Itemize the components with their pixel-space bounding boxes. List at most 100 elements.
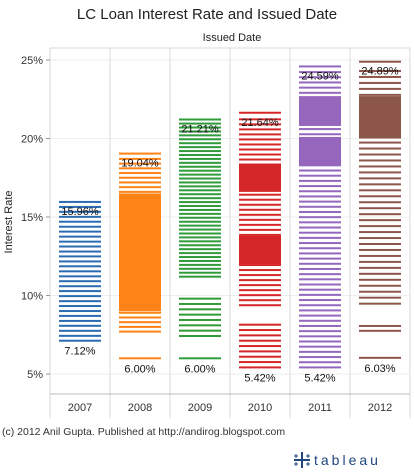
max-rate-label: 24.89% <box>361 66 399 78</box>
rate-line <box>299 148 341 151</box>
rate-line <box>179 165 221 168</box>
rate-line <box>179 153 221 156</box>
rate-line <box>239 323 281 326</box>
rate-line <box>359 302 401 305</box>
rate-line <box>299 319 341 322</box>
min-rate-label: 5.42% <box>304 372 335 384</box>
rate-line <box>119 186 161 189</box>
rate-line <box>179 185 221 188</box>
rate-line <box>179 329 221 332</box>
rate-line <box>179 157 221 160</box>
rate-line <box>119 162 161 165</box>
rate-line <box>179 357 221 360</box>
rate-line <box>359 213 401 216</box>
min-rate-label: 5.42% <box>244 372 275 384</box>
rate-line <box>239 274 281 277</box>
rate-line <box>299 231 341 234</box>
rate-line <box>179 220 221 223</box>
rate-line <box>239 334 281 337</box>
y-axis-ticks: 5% 10% 15% 20% 25% <box>21 55 50 381</box>
rate-line <box>59 319 101 322</box>
rate-line <box>299 267 341 270</box>
rate-line <box>359 165 401 168</box>
rate-line <box>179 236 221 239</box>
rate-line <box>119 330 161 333</box>
rate-line <box>239 118 281 121</box>
rate-line <box>179 146 221 149</box>
rate-line <box>179 122 221 125</box>
rate-line <box>239 259 281 262</box>
rate-line <box>299 174 341 177</box>
rate-line <box>299 273 341 276</box>
rate-line <box>179 177 221 180</box>
rate-line <box>239 188 281 191</box>
rate-line <box>299 122 341 125</box>
rate-line <box>299 247 341 250</box>
min-rate-label: 6.00% <box>124 363 155 375</box>
y-axis-title: Interest Rate <box>3 191 15 254</box>
rate-line <box>179 216 221 219</box>
rate-line <box>179 275 221 278</box>
rate-line <box>359 117 401 120</box>
rate-line <box>239 329 281 332</box>
rate-line <box>359 248 401 251</box>
rate-line <box>239 345 281 348</box>
rate-line <box>299 107 341 110</box>
rate-band <box>119 193 161 312</box>
rate-line <box>179 267 221 270</box>
rate-line <box>179 244 221 247</box>
rate-line <box>299 262 341 265</box>
max-rate-label: 15.96% <box>61 206 99 218</box>
rate-line <box>179 161 221 164</box>
rate-line <box>299 335 341 338</box>
rate-line <box>119 316 161 319</box>
rate-line <box>239 213 281 216</box>
rate-line <box>239 208 281 211</box>
max-rate-label: 21.64% <box>241 117 279 129</box>
rate-line <box>299 361 341 364</box>
rate-line <box>59 260 101 263</box>
rate-line <box>299 185 341 188</box>
rate-line <box>239 111 281 114</box>
rate-line <box>59 275 101 278</box>
rate-line <box>179 224 221 227</box>
rate-line <box>179 118 221 121</box>
x-tick-label: 2010 <box>248 402 272 414</box>
rate-line <box>59 230 101 233</box>
rate-line <box>119 321 161 324</box>
rate-line <box>59 205 101 208</box>
rate-line <box>299 324 341 327</box>
rate-line <box>239 133 281 136</box>
rate-line <box>359 81 401 84</box>
rate-line <box>239 269 281 272</box>
rate-line <box>59 225 101 228</box>
rate-line <box>179 248 221 251</box>
rate-line <box>239 148 281 151</box>
rate-line <box>299 143 341 146</box>
rate-line <box>299 76 341 79</box>
rate-line <box>239 284 281 287</box>
rate-line <box>299 190 341 193</box>
rate-line <box>179 252 221 255</box>
y-tick-label: 25% <box>21 55 43 67</box>
rate-line <box>299 293 341 296</box>
rate-line <box>359 195 401 198</box>
rate-line <box>359 243 401 246</box>
rate-line <box>299 304 341 307</box>
rate-line <box>359 329 401 332</box>
rate-line <box>299 226 341 229</box>
rate-line <box>299 65 341 68</box>
rate-line <box>299 179 341 182</box>
brand-wordmark: tableau <box>314 452 381 468</box>
tableau-cross-icon <box>294 452 310 468</box>
rate-line <box>119 325 161 328</box>
rate-line <box>239 123 281 126</box>
rate-line <box>239 233 281 236</box>
rate-line <box>359 284 401 287</box>
rate-line <box>299 200 341 203</box>
rate-line <box>59 280 101 283</box>
rate-line <box>119 181 161 184</box>
rate-line <box>119 152 161 155</box>
rate-line <box>239 143 281 146</box>
